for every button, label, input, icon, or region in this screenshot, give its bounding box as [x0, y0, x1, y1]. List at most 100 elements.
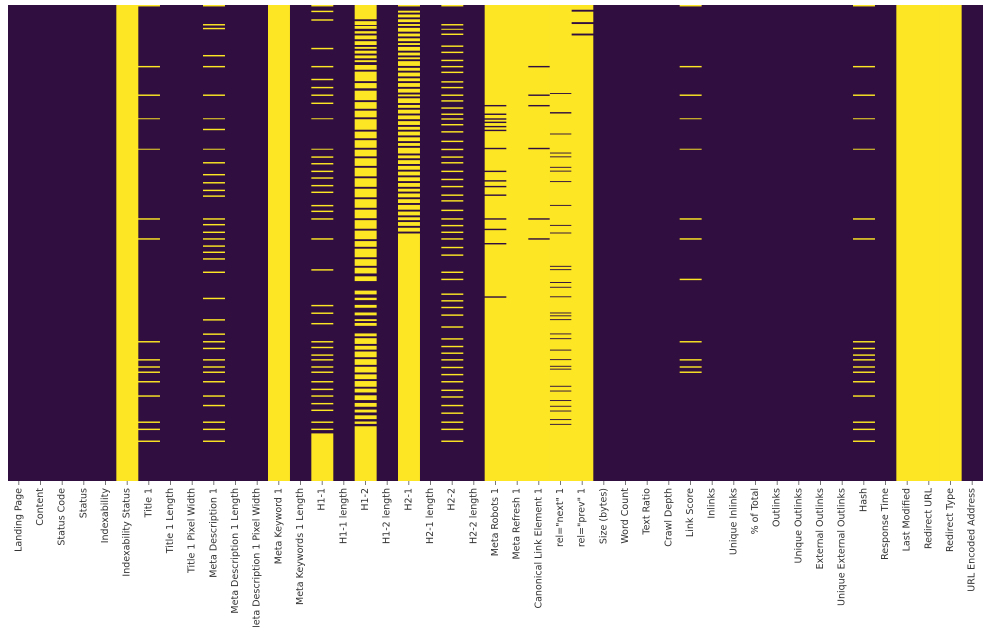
- missing-cell-h1-2: [354, 241, 377, 247]
- missing-cell-h2-1: [398, 222, 420, 226]
- missing-cell-meta-description-1: [203, 94, 225, 96]
- missing-cell-h1-2: [354, 333, 377, 337]
- missing-cell-meta-description-1: [203, 162, 225, 164]
- x-tick-label-last-modified: Last Modified: [902, 488, 913, 551]
- missing-cell-meta-refresh-1: [506, 5, 529, 481]
- missing-cell-h2-1: [398, 143, 420, 146]
- missing-cell-h1-1: [311, 402, 334, 405]
- x-tick-label-indexability-status: Indexability Status: [122, 488, 133, 577]
- missing-cell-h2-1: [398, 193, 420, 198]
- x-tick-label-meta-keyword-1: Meta Keyword 1: [273, 488, 284, 564]
- missing-cell-h2-2: [441, 113, 464, 115]
- missing-cell-meta-robots-1: [484, 244, 507, 297]
- missing-cell-meta-keyword-1: [268, 5, 290, 481]
- missing-cell-meta-description-1: [203, 359, 225, 361]
- missing-cell-h2-2: [441, 373, 464, 376]
- missing-cell-meta-description-1: [203, 148, 225, 150]
- missing-cell-rel-next-1: [549, 366, 572, 369]
- x-tick-label-indexability: Indexability: [100, 488, 111, 544]
- x-tick-label-meta-keywords-1-length: Meta Keywords 1 Length: [295, 488, 306, 605]
- missing-cell-h2-2: [441, 314, 464, 316]
- missing-cell-h1-2: [354, 276, 377, 282]
- missing-cell-h1-1: [311, 238, 334, 240]
- missing-cell-rel-next-1: [549, 153, 572, 157]
- missing-cell-h2-1: [398, 183, 420, 187]
- missing-cell-meta-robots-1: [484, 5, 507, 105]
- missing-cell-hash: [853, 148, 875, 150]
- x-tick-label-word-count: Word Count: [620, 488, 631, 544]
- missing-cell-canonical-link-element-1: [528, 219, 550, 239]
- missing-cell-h2-1: [398, 52, 420, 56]
- missing-cell-h2-2: [441, 28, 464, 30]
- missing-cell-meta-description-1: [203, 223, 225, 226]
- missing-cell-h2-2: [441, 366, 464, 369]
- missing-cell-rel-next-1: [549, 411, 572, 420]
- missing-cell-rel-next-1: [549, 401, 572, 406]
- x-tick-label-status-code: Status Code: [57, 488, 68, 546]
- missing-cell-rel-next-1: [549, 406, 572, 411]
- missing-cell-h1-2: [354, 50, 377, 54]
- missing-cell-rel-next-1: [549, 94, 572, 113]
- missing-cell-meta-robots-1: [484, 297, 507, 481]
- missing-cell-h1-1: [311, 346, 334, 349]
- x-tick-label-title-1-pixel-width: Title 1 Pixel Width: [187, 488, 198, 574]
- x-tick-label-rel-next-1: rel="next" 1: [555, 488, 566, 547]
- missing-cell-h1-1: [311, 395, 334, 397]
- x-tick-label-link-score: Link Score: [685, 488, 696, 537]
- missing-cell-h2-1: [398, 94, 420, 97]
- missing-cell-meta-description-1: [203, 218, 225, 220]
- missing-cell-rel-next-1: [549, 266, 572, 270]
- missing-cell-meta-description-1: [203, 27, 225, 30]
- missing-cell-meta-description-1: [203, 297, 225, 300]
- missing-cell-rel-next-1: [549, 386, 572, 391]
- missing-cell-meta-description-1: [203, 238, 225, 240]
- missing-cell-h1-2: [354, 338, 377, 344]
- missing-cell-hash: [853, 94, 875, 96]
- missing-cell-meta-description-1: [203, 371, 225, 373]
- missing-cell-h1-2: [354, 374, 377, 380]
- missing-cell-link-score: [679, 5, 702, 7]
- missing-cell-h2-1: [398, 109, 420, 114]
- missing-cell-hash: [853, 366, 875, 368]
- missing-cell-h2-1: [398, 38, 420, 42]
- missing-cell-rel-prev-1: [571, 11, 594, 23]
- missing-cell-canonical-link-element-1: [528, 5, 550, 66]
- missing-cell-meta-robots-1: [484, 119, 507, 122]
- missing-cell-hash: [853, 218, 875, 220]
- missing-cell-meta-robots-1: [484, 195, 507, 219]
- x-tick-label-h1-2: H1-2: [360, 488, 371, 511]
- missing-cell-meta-robots-1: [484, 181, 507, 186]
- x-tick-label-h2-2-length: H2-2 length: [468, 488, 479, 544]
- missing-cell-h1-2: [354, 421, 377, 424]
- missing-cell-meta-description-1: [203, 189, 225, 192]
- missing-cell-h1-2: [354, 35, 377, 40]
- missing-cell-h2-2: [441, 209, 464, 212]
- missing-cell-h2-1: [398, 46, 420, 51]
- missing-cell-rel-next-1: [549, 369, 572, 386]
- missing-cell-h2-2: [441, 381, 464, 383]
- missing-cell-title-1: [138, 218, 160, 220]
- x-tick-label-external-outlinks: External Outlinks: [815, 488, 826, 569]
- missing-cell-title-1: [138, 421, 160, 423]
- x-tick-label-h2-1-length: H2-1 length: [425, 488, 436, 544]
- missing-cell-h2-2: [441, 94, 464, 96]
- missing-cell-hash: [853, 65, 875, 68]
- x-tick-label-content: Content: [35, 488, 46, 526]
- missing-cell-h2-2: [441, 428, 464, 431]
- missing-cell-meta-description-1: [203, 366, 225, 368]
- x-tick-label-unique-inlinks: Unique Inlinks: [728, 488, 739, 555]
- missing-cell-h2-1: [398, 160, 420, 164]
- x-tick-label-meta-description-1-pixel-width: Meta Description 1 Pixel Width: [252, 488, 263, 627]
- missing-cell-h1-1: [311, 86, 334, 89]
- missing-cell-meta-description-1: [203, 395, 225, 397]
- missing-cell-hash: [853, 341, 875, 343]
- missing-cell-h1-2: [354, 259, 377, 266]
- x-tick-label-h2-2: H2-2: [447, 488, 458, 511]
- missing-cell-rel-next-1: [549, 334, 572, 339]
- missing-cell-title-1: [138, 440, 160, 442]
- missing-cell-title-1: [138, 371, 160, 373]
- missing-cell-h2-1: [398, 24, 420, 26]
- missing-cell-h1-2: [354, 359, 377, 365]
- missing-cell-h2-1: [398, 199, 420, 204]
- missing-cell-h2-2: [441, 345, 464, 348]
